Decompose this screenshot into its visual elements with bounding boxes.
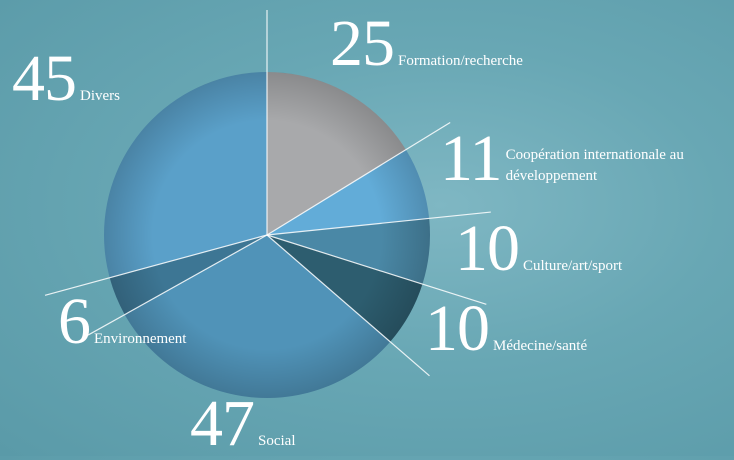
- leader-line: [266, 211, 491, 236]
- leader-line: [87, 234, 268, 336]
- slice-value: 10: [455, 212, 520, 285]
- slice-label: 10 Médecine/santé: [425, 296, 587, 362]
- slice-name: Social: [258, 433, 296, 449]
- slice-label: 47 Social: [190, 391, 296, 457]
- leader-line: [266, 234, 487, 305]
- slice-name: Culture/art/sport: [523, 258, 623, 274]
- leader-line: [44, 234, 268, 296]
- slice-name: Environnement: [94, 331, 187, 347]
- leader-line: [266, 234, 430, 377]
- slice-label: 25 Formation/recherche: [330, 11, 523, 77]
- slice-label: 6 Environnement: [58, 289, 186, 355]
- pie: [44, 10, 491, 399]
- slice-value: 47: [190, 387, 255, 460]
- slice-name: Divers: [80, 88, 120, 104]
- slice-name: Médecine/santé: [493, 338, 588, 354]
- slice-value: 45: [12, 42, 77, 115]
- slice-name: Formation/recherche: [398, 53, 523, 69]
- slice-label: 11 Coopération internationale au développ…: [440, 126, 734, 192]
- slice-value: 6: [58, 285, 91, 358]
- slice-name: Coopération internationale au développem…: [505, 147, 684, 184]
- slice-label: 10 Culture/art/sport: [455, 216, 622, 282]
- slice-value: 11: [440, 122, 503, 195]
- leader-line: [266, 121, 451, 236]
- slice-value: 25: [330, 7, 395, 80]
- slice-label: 45 Divers: [12, 46, 120, 112]
- slice-value: 10: [425, 292, 490, 365]
